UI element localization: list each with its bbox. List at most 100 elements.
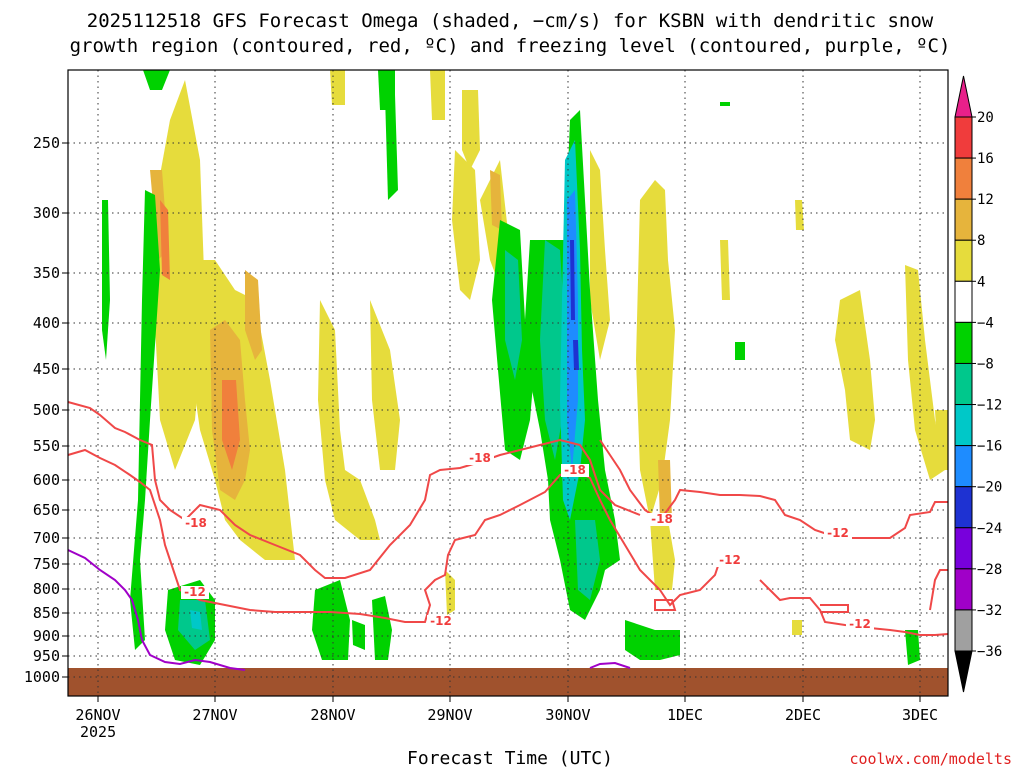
- x-year-label: 2025: [80, 723, 116, 741]
- freezing-level-b: [589, 661, 631, 669]
- shade-green-6: [372, 596, 392, 660]
- y-tick-label: 750: [33, 555, 60, 573]
- contour-label-bg: [427, 615, 455, 628]
- shade-deeporange-1: [222, 380, 240, 470]
- colorbar-label: 12: [977, 192, 994, 208]
- credit-label: coolwx.com/modelts: [849, 750, 1012, 768]
- x-tick-label: 1DEC: [667, 706, 703, 724]
- shade-deeporange-2: [160, 200, 170, 280]
- shade-yellow-12: [905, 265, 945, 480]
- colorbar-label: −4: [977, 315, 994, 331]
- shade-darkblue-2: [573, 340, 579, 370]
- colorbar-segment: [954, 445, 973, 488]
- shade-green-12: [625, 620, 680, 660]
- shade-orange-5: [658, 460, 672, 520]
- contour-label: -18: [651, 512, 673, 526]
- contour-label-bg: [466, 452, 494, 465]
- colorbar-segment: [954, 404, 973, 447]
- ground-fill: [68, 668, 948, 696]
- colorbar-label: −24: [977, 521, 1002, 537]
- contour-label: -12: [827, 526, 849, 540]
- colorbar-label: −12: [977, 398, 1002, 414]
- shade-teal-2: [540, 240, 565, 460]
- shade-yellow-18: [792, 620, 802, 635]
- shade-green-2: [130, 190, 160, 650]
- y-tick-label: 300: [33, 204, 60, 222]
- colorbar-label: 20: [977, 110, 994, 126]
- shade-yellow-14: [795, 200, 804, 230]
- colorbar-segment: [954, 568, 973, 611]
- contour-m18-b: [599, 439, 948, 539]
- contour-label: -12: [719, 553, 741, 567]
- y-tick-label: 850: [33, 604, 60, 622]
- colorbar-label: −8: [977, 356, 994, 372]
- contour-label-bg: [846, 618, 874, 631]
- shade-blue-1: [567, 190, 578, 470]
- colorbar-top-triangle: [954, 75, 973, 118]
- shade-green-7: [352, 620, 365, 650]
- y-tick-label: 1000: [24, 668, 60, 686]
- y-tick-label: 400: [33, 314, 60, 332]
- y-tick-label: 250: [33, 134, 60, 152]
- x-tick-label: 26NOV: [75, 706, 120, 724]
- y-tick-label: 550: [33, 437, 60, 455]
- plot-area: -18 -12 -12 -18 -18 -12 -12 -18 -12: [67, 69, 949, 697]
- colorbar-segment: [954, 239, 973, 282]
- x-tick-label: 27NOV: [192, 706, 237, 724]
- contour-label-bg: [824, 527, 852, 540]
- colorbar-segment: [954, 280, 973, 323]
- contour-label: -18: [469, 451, 491, 465]
- colorbar: 20 16 12 8 4 −4 −8 −12 −16 −20 −24 −28 −32 −36: [954, 75, 1002, 693]
- contour-m12-loop: [654, 599, 677, 611]
- colorbar-segment: [954, 157, 973, 200]
- colorbar-label: −16: [977, 439, 1002, 455]
- contour-label: -18: [185, 516, 207, 530]
- colorbar-label: −36: [977, 644, 1002, 660]
- chart-title-line2: growth region (contoured, red, ºC) and f…: [70, 35, 951, 57]
- contour-label: -18: [564, 463, 586, 477]
- colorbar-segment: [954, 486, 973, 529]
- chart-title-line1: 2025112518 GFS Forecast Omega (shaded, −…: [87, 10, 934, 32]
- colorbar-segment: [954, 609, 973, 652]
- contour-m12-c: [929, 569, 948, 611]
- colorbar-label: −32: [977, 603, 1002, 619]
- shade-green-15: [720, 102, 730, 106]
- contour-label: -12: [430, 614, 452, 628]
- x-axis: 26NOV 27NOV 28NOV 29NOV 30NOV 1DEC 2DEC 3DEC: [75, 696, 938, 724]
- contour-label-bg: [648, 513, 676, 526]
- x-tick-label: 29NOV: [427, 706, 472, 724]
- colorbar-label: −20: [977, 480, 1002, 496]
- colorbar-segment: [954, 116, 973, 159]
- shade-yellow-4: [370, 300, 400, 470]
- shade-cyan-2: [190, 610, 202, 630]
- colorbar-label: 4: [977, 274, 985, 290]
- shade-yellow-17: [430, 70, 445, 120]
- x-tick-label: 28NOV: [310, 706, 355, 724]
- shade-teal-4: [575, 520, 600, 600]
- plot-frame: [67, 69, 949, 697]
- colorbar-bottom-triangle: [954, 650, 973, 693]
- shade-darkblue-1: [570, 240, 575, 320]
- contour-m12-b: [759, 579, 949, 636]
- shade-green-9: [385, 95, 398, 200]
- shade-yellow-6: [452, 150, 480, 300]
- shade-green-5: [312, 580, 350, 660]
- contour-m12-d: [820, 604, 849, 613]
- shade-yellow-1: [150, 80, 205, 470]
- x-tick-label: 30NOV: [545, 706, 590, 724]
- y-tick-label: 450: [33, 360, 60, 378]
- contour-labels: -18 -12 -12 -18 -18 -12 -12 -18 -12: [181, 451, 874, 631]
- shade-green-13: [735, 342, 745, 360]
- colorbar-segment: [954, 198, 973, 241]
- shade-yellow-13: [935, 410, 948, 470]
- y-tick-label: 600: [33, 471, 60, 489]
- shade-teal-1: [505, 250, 522, 380]
- shade-yellow-5: [462, 90, 480, 170]
- colorbar-segment: [954, 321, 973, 364]
- contour-label: -12: [184, 585, 206, 599]
- y-tick-label: 500: [33, 401, 60, 419]
- colorbar-label: 8: [977, 233, 985, 249]
- y-tick-label: 350: [33, 264, 60, 282]
- shade-green-3: [102, 200, 110, 360]
- colorbar-label: 16: [977, 151, 994, 167]
